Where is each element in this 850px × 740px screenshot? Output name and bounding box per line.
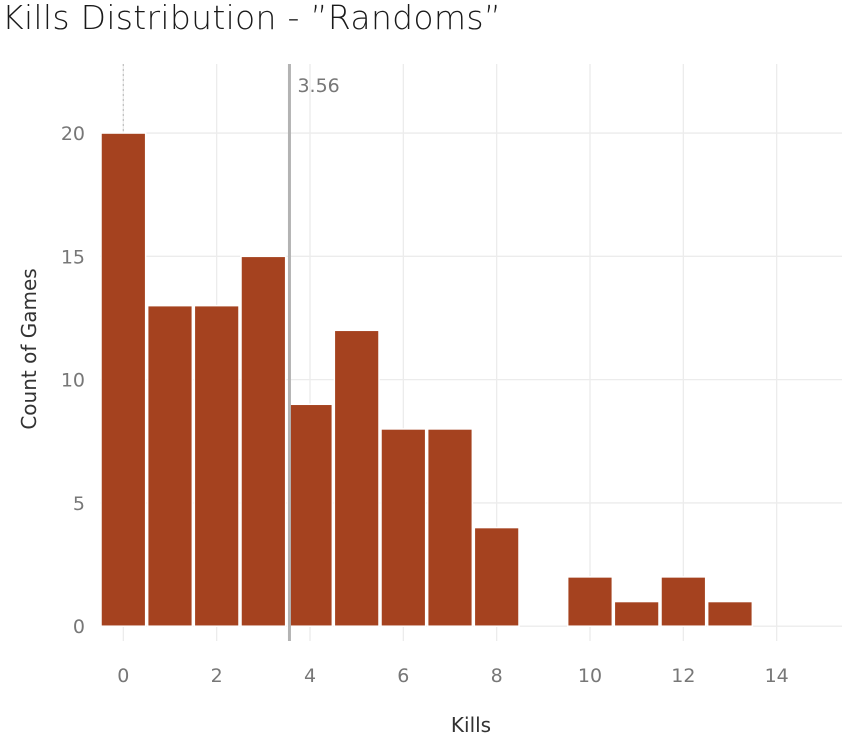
y-axis-title: Count of Games	[17, 268, 41, 429]
y-tick-labels: 0 5 10 15 20	[61, 123, 85, 638]
bar	[146, 304, 194, 627]
bar	[286, 403, 334, 627]
bar	[473, 526, 520, 627]
y-tick-label: 5	[73, 493, 85, 515]
bar	[100, 132, 147, 627]
bar	[193, 304, 240, 627]
chart-title: Kills Distribution - ”Randoms”	[2, 0, 502, 37]
bar	[426, 428, 474, 627]
bar	[566, 576, 614, 627]
x-tick-label: 2	[211, 665, 223, 687]
bar	[706, 600, 754, 627]
reference-line-group: 3.56	[287, 64, 340, 641]
y-tick-label: 20	[61, 123, 85, 145]
bar	[660, 576, 707, 627]
x-tick-label: 0	[117, 665, 129, 687]
y-tick-label: 10	[61, 370, 85, 392]
x-tick-label: 10	[578, 665, 602, 687]
x-tick-label: 4	[304, 665, 316, 687]
x-tick-label: 14	[765, 665, 789, 687]
reference-line-label: 3.56	[297, 75, 339, 97]
x-tick-label: 12	[671, 665, 695, 687]
bars	[100, 132, 754, 627]
y-tick-label: 15	[61, 246, 85, 268]
x-tick-label: 8	[491, 665, 503, 687]
bar	[380, 428, 427, 627]
x-tick-labels: 0 2 4 6 8 10 12 14	[117, 665, 788, 687]
x-tick-label: 6	[397, 665, 409, 687]
bar	[240, 255, 287, 627]
bar	[613, 600, 660, 627]
x-axis-title: Kills	[451, 713, 491, 737]
bar	[333, 329, 380, 627]
y-tick-label: 0	[73, 616, 85, 638]
